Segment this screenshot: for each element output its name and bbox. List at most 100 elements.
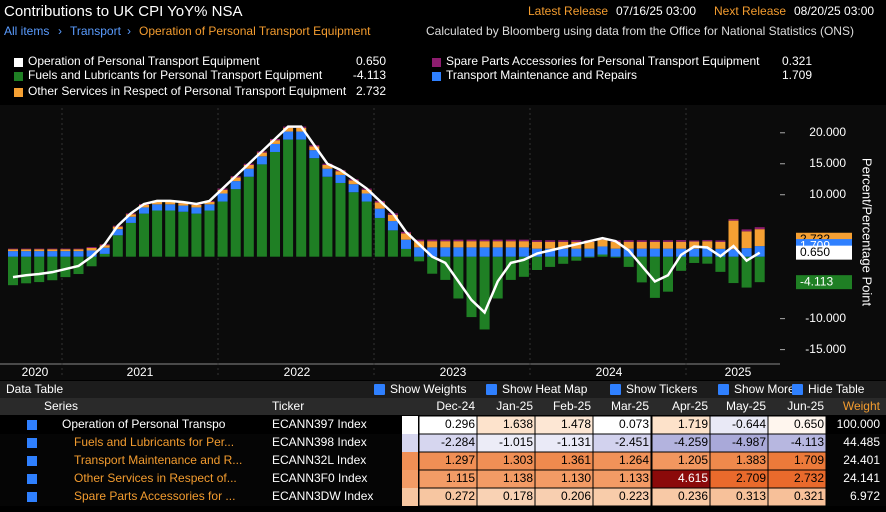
bar-segment xyxy=(270,143,280,152)
series-name: Spare Parts Accessories for ... xyxy=(74,489,235,503)
bar-segment xyxy=(191,204,202,208)
bar-segment xyxy=(139,213,149,257)
toolbar-button-label[interactable]: Hide Table xyxy=(808,382,865,396)
crumb: Operation of Personal Transport Equipmen… xyxy=(139,24,371,38)
x-tick-label: 2020 xyxy=(22,365,49,379)
cell-value: -4.987 xyxy=(732,435,766,449)
column-header: Feb-25 xyxy=(553,399,591,413)
weight: 24.141 xyxy=(843,471,880,485)
toolbar-button[interactable] xyxy=(486,384,497,395)
cell-value: 0.206 xyxy=(561,489,591,503)
bar-segment xyxy=(532,241,542,249)
bar-segment xyxy=(427,239,438,242)
cell-value: -0.644 xyxy=(732,417,766,431)
bar-segment xyxy=(178,203,189,206)
legend-name: Fuels and Lubricants for Personal Transp… xyxy=(28,68,323,82)
bar-segment xyxy=(479,256,490,330)
bar-segment xyxy=(728,256,739,284)
cell-value: -4.113 xyxy=(791,435,824,449)
cell-stub xyxy=(402,416,418,434)
bar-segment xyxy=(689,240,700,242)
bar-segment xyxy=(414,256,425,262)
column-header: Dec-24 xyxy=(436,399,475,413)
bar-segment xyxy=(676,248,687,257)
y-tick-label: 10.000 xyxy=(809,187,846,201)
bar-segment xyxy=(309,158,320,257)
bar-segment xyxy=(584,256,595,258)
x-tick-label: 2023 xyxy=(440,365,467,379)
row-checkbox[interactable] xyxy=(27,474,37,484)
bar-segment xyxy=(453,256,464,299)
legend-name: Operation of Personal Transport Equipmen… xyxy=(28,54,260,68)
bar-segment xyxy=(558,240,569,242)
bar-segment xyxy=(492,241,503,248)
x-tick-label: 2022 xyxy=(284,365,311,379)
toolbar-button-label[interactable]: Show Weights xyxy=(390,382,466,396)
bar-segment xyxy=(466,256,477,318)
bar-segment xyxy=(361,201,372,257)
cell-stub xyxy=(402,452,418,470)
row-checkbox[interactable] xyxy=(27,420,37,430)
bar-segment xyxy=(623,248,634,257)
legend-name: Spare Parts Accessories for Personal Tra… xyxy=(446,54,760,68)
ticker: ECANN3DW Index xyxy=(272,489,373,503)
bar-segment xyxy=(518,256,529,277)
toolbar-button[interactable] xyxy=(610,384,621,395)
cell-value: -4.259 xyxy=(674,435,708,449)
toolbar-button[interactable] xyxy=(718,384,729,395)
row-checkbox[interactable] xyxy=(27,456,37,466)
bar-segment xyxy=(401,239,411,249)
toolbar-title: Data Table xyxy=(6,382,63,396)
row-checkbox[interactable] xyxy=(27,492,37,502)
crumb[interactable]: Transport xyxy=(70,24,122,38)
y-tick-label: 20.000 xyxy=(809,125,846,139)
bar-segment xyxy=(702,239,713,242)
toolbar-button[interactable] xyxy=(792,384,803,395)
legend-value: 2.732 xyxy=(356,84,386,98)
bar-segment xyxy=(571,240,582,242)
cell-value: -1.015 xyxy=(499,435,533,449)
cell-value: 1.709 xyxy=(794,453,824,467)
bar-segment xyxy=(374,208,385,218)
crumb[interactable]: All items xyxy=(4,24,49,38)
bar-segment xyxy=(125,216,136,223)
bar-segment xyxy=(8,256,18,286)
bar-segment xyxy=(270,151,280,257)
bar-segment xyxy=(427,247,438,257)
bar-segment xyxy=(217,201,228,257)
bar-segment xyxy=(34,248,45,250)
cell-value: 0.296 xyxy=(445,417,475,431)
bar-segment xyxy=(610,241,621,249)
toolbar-button-label[interactable]: Show More xyxy=(734,382,795,396)
cell-value: 1.361 xyxy=(561,453,591,467)
cell-value: 1.478 xyxy=(561,417,591,431)
bar-segment xyxy=(243,168,254,177)
bar-segment xyxy=(571,248,582,257)
bar-segment xyxy=(387,221,398,231)
crumb-sep: › xyxy=(58,24,62,38)
bar-segment xyxy=(610,256,621,258)
bar-segment xyxy=(623,241,634,249)
bar-segment xyxy=(86,248,97,251)
bar-segment xyxy=(427,256,438,274)
toolbar-button[interactable] xyxy=(374,384,385,395)
bar-segment xyxy=(387,230,398,257)
bar-segment xyxy=(34,251,45,257)
bar-segment xyxy=(21,251,32,257)
bar-segment xyxy=(335,174,346,183)
column-header: Apr-25 xyxy=(672,399,708,413)
row-checkbox[interactable] xyxy=(27,438,37,448)
bar-segment xyxy=(571,256,582,261)
bar-segment xyxy=(191,207,202,214)
bar-segment xyxy=(440,239,451,242)
table-header xyxy=(0,398,886,415)
bar-segment xyxy=(204,201,215,205)
bar-segment xyxy=(152,201,163,205)
toolbar-button-label[interactable]: Show Tickers xyxy=(626,382,697,396)
bar-segment xyxy=(518,241,529,248)
cell-value: 0.650 xyxy=(794,417,824,431)
bar-segment xyxy=(584,248,595,257)
toolbar-button-label[interactable]: Show Heat Map xyxy=(502,382,588,396)
bar-segment xyxy=(623,240,634,242)
cell-value: 0.178 xyxy=(503,489,533,503)
